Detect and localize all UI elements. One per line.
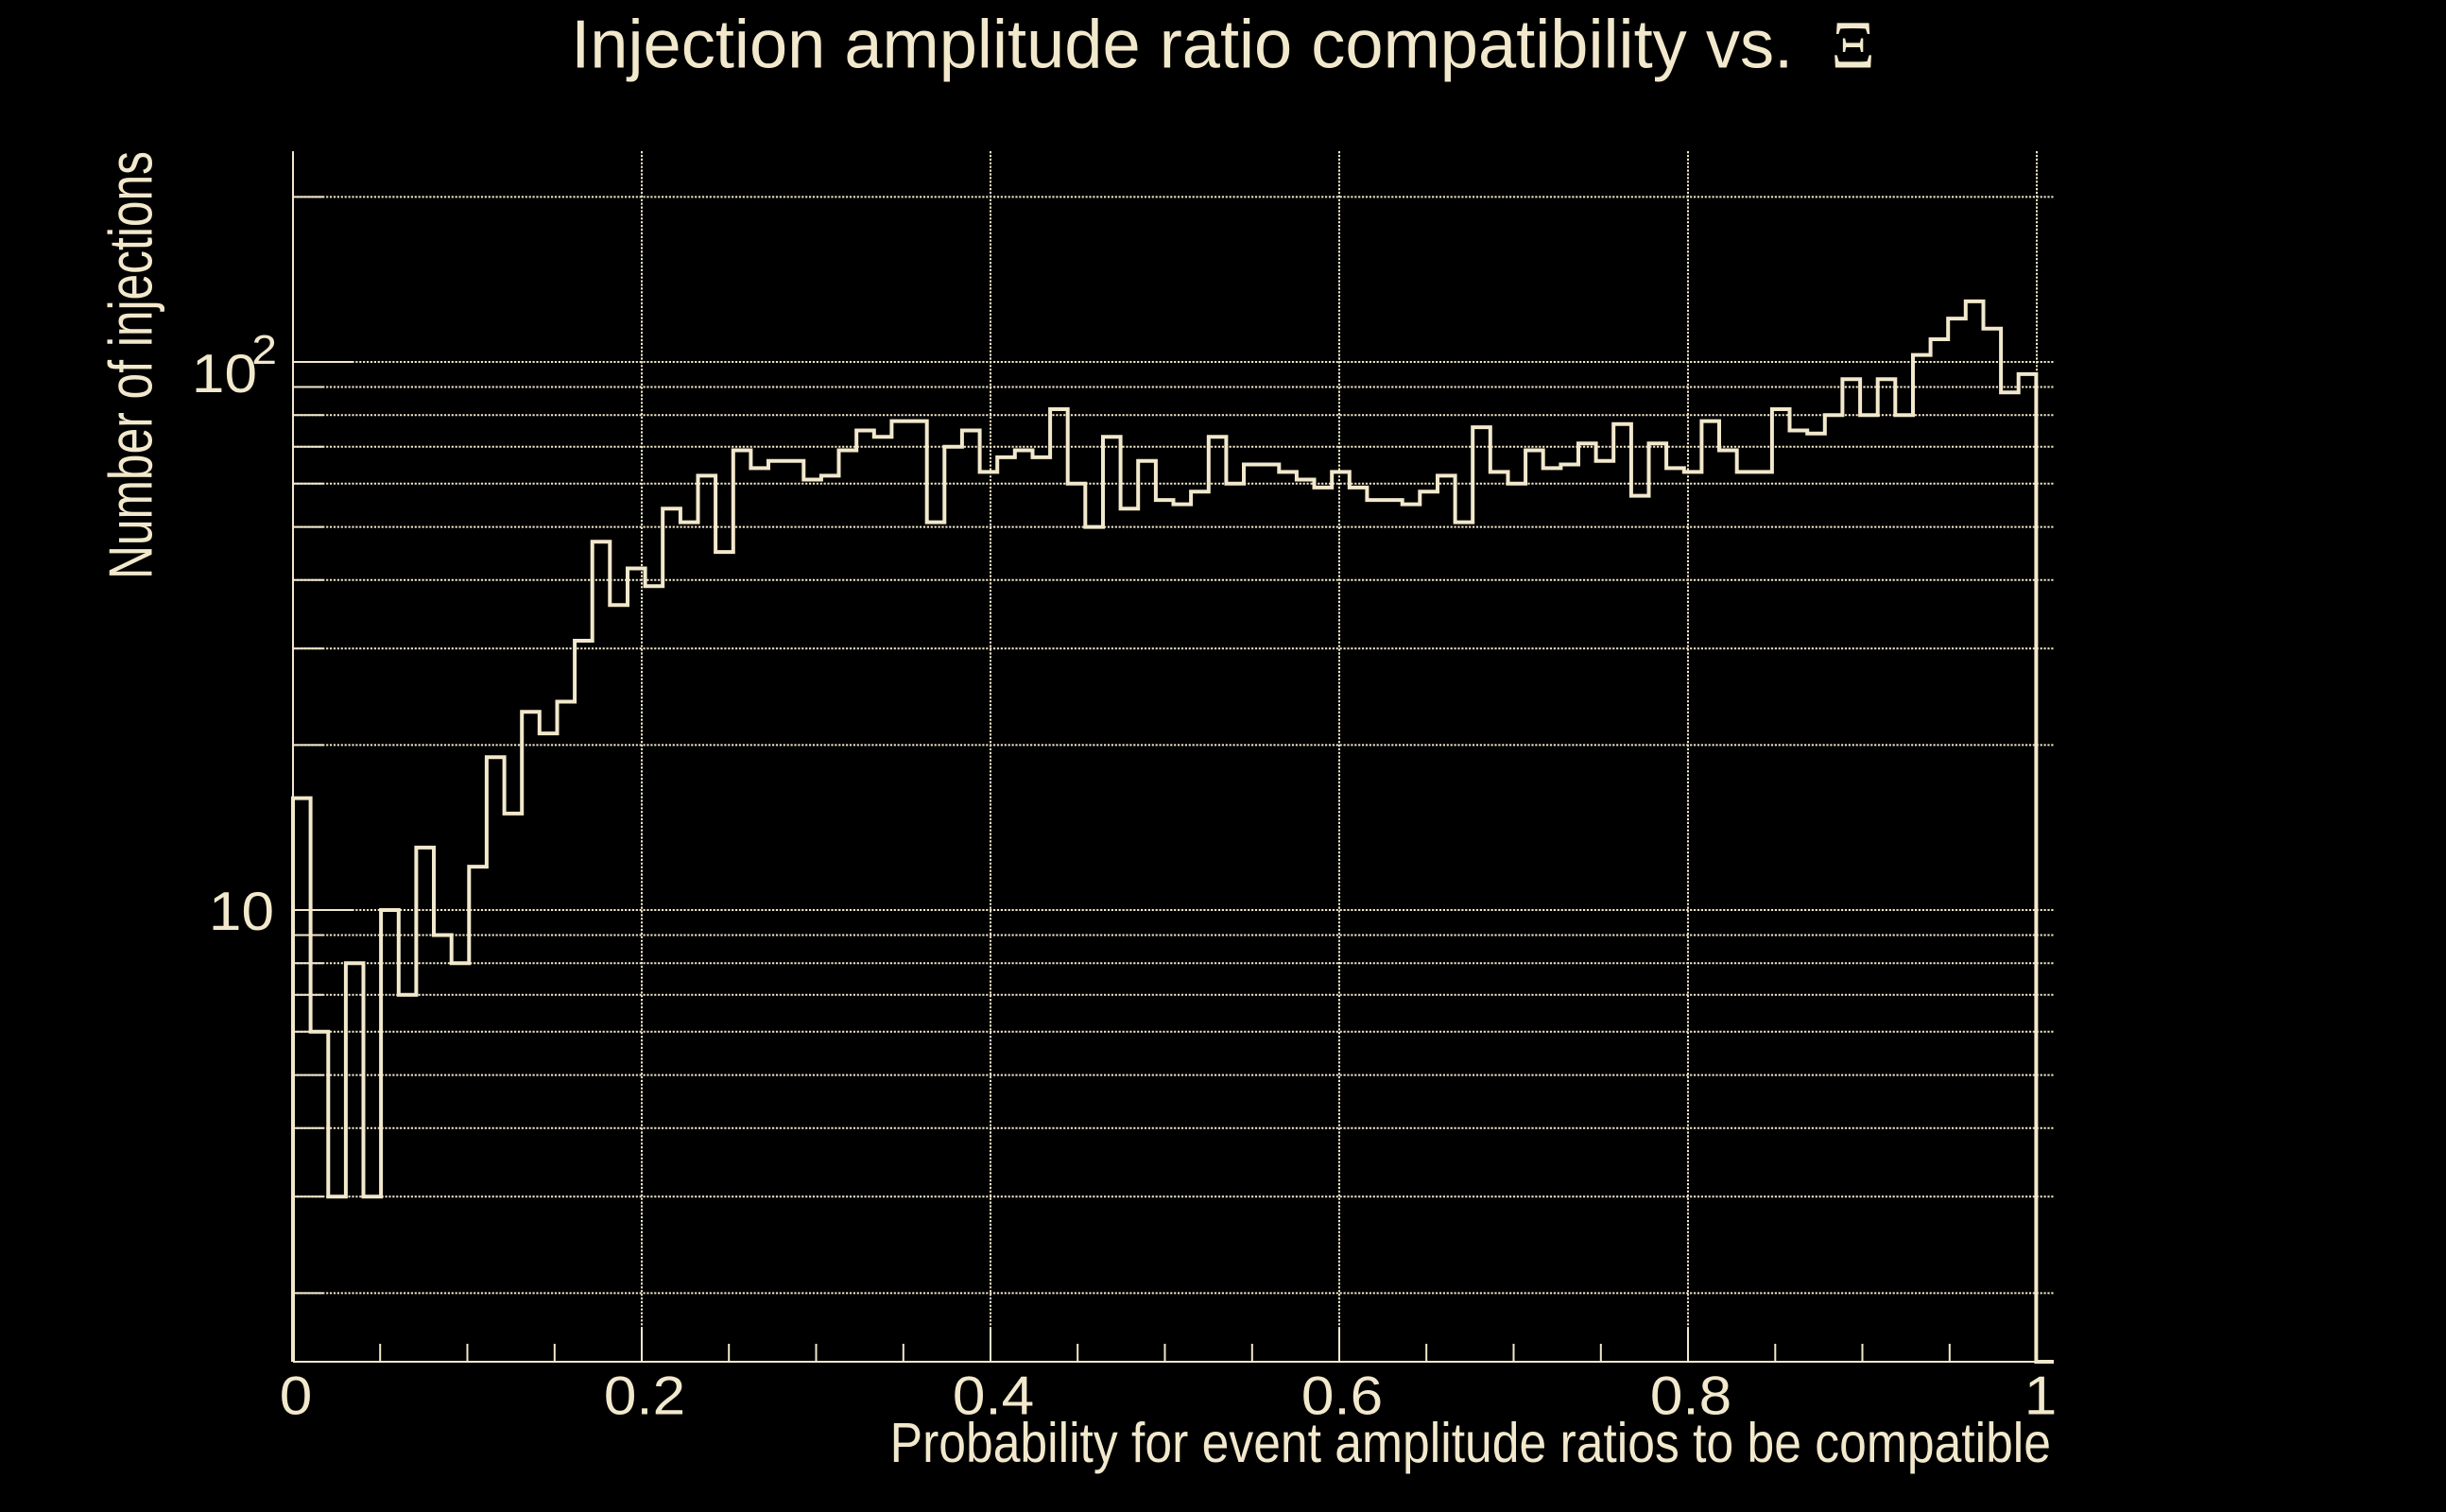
svg-text:0: 0 [280, 1366, 313, 1426]
svg-text:0.2: 0.2 [604, 1366, 685, 1426]
svg-text:1: 1 [2024, 1366, 2058, 1426]
svg-text:Probability for event amplitud: Probability for event amplitude ratios t… [890, 1412, 2051, 1474]
svg-text:0.6: 0.6 [1301, 1366, 1383, 1426]
svg-text:0.8: 0.8 [1650, 1366, 1731, 1426]
svg-text:Number of injections: Number of injections [97, 151, 165, 579]
svg-text:10: 10 [192, 343, 257, 404]
svg-text:Injection amplitude ratio comp: Injection amplitude ratio compatibility … [571, 6, 1875, 82]
svg-text:0.4: 0.4 [953, 1366, 1034, 1426]
svg-text:10: 10 [209, 881, 274, 941]
svg-text:2: 2 [251, 326, 277, 373]
